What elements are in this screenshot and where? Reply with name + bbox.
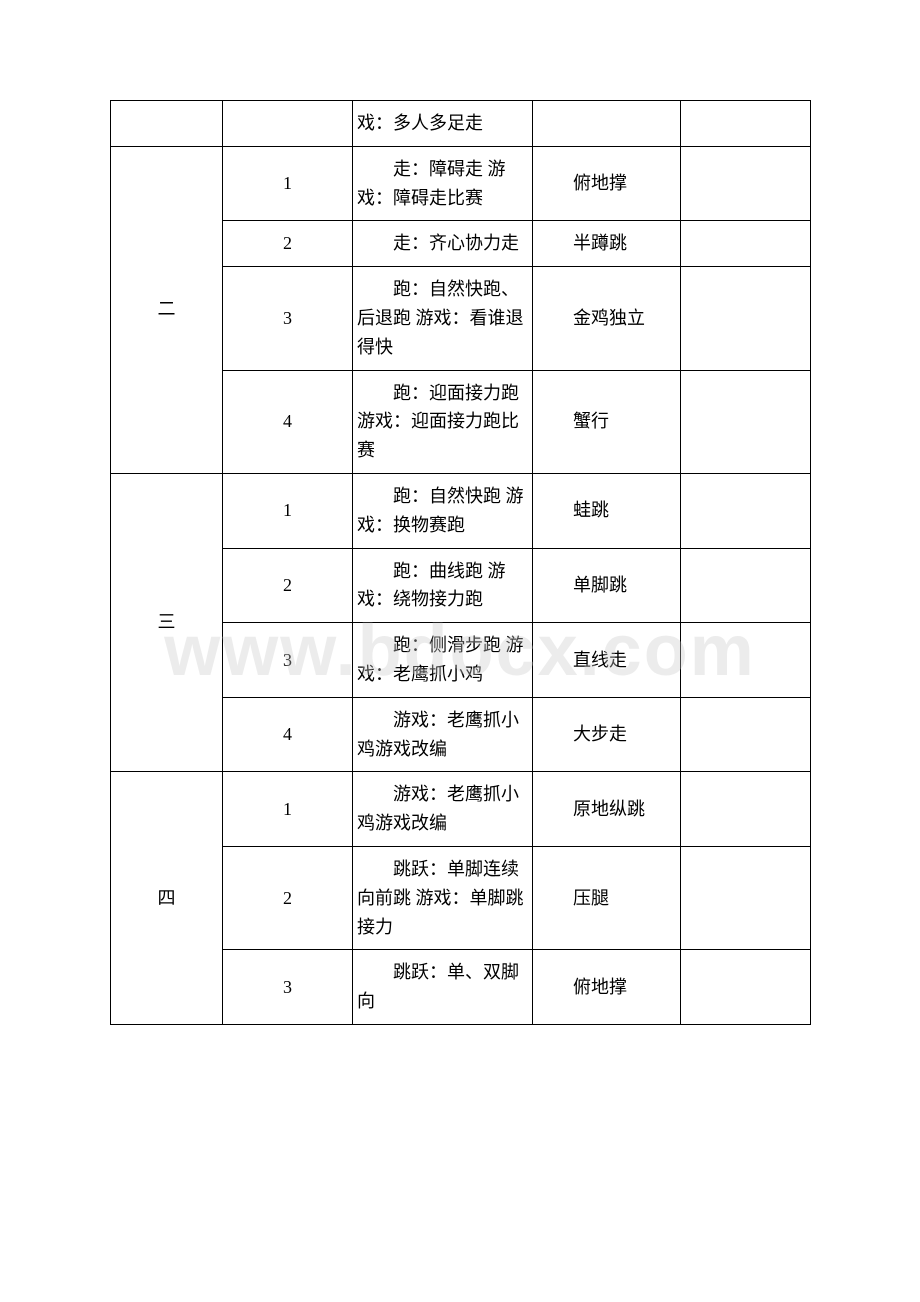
week-cell: 二 [111,146,223,473]
content-cell: 戏：多人多足走 [353,101,533,147]
curriculum-table: 戏：多人多足走 二 1 走：障碍走 游戏：障碍走比赛 俯地撑 2 走：齐心协力走… [110,100,811,1025]
exercise-cell: 蛙跳 [533,473,681,548]
exercise-cell: 金鸡独立 [533,267,681,370]
exercise-cell: 直线走 [533,623,681,698]
content-cell: 跑：迎面接力跑 游戏：迎面接力跑比赛 [353,370,533,473]
content-cell: 跳跃：单脚连续向前跳 游戏：单脚跳接力 [353,846,533,949]
note-cell [681,772,811,847]
lesson-cell: 3 [223,950,353,1025]
lesson-cell: 2 [223,221,353,267]
exercise-cell: 大步走 [533,697,681,772]
note-cell [681,221,811,267]
lesson-cell: 4 [223,697,353,772]
week-cell [111,101,223,147]
note-cell [681,473,811,548]
note-cell [681,846,811,949]
content-cell: 跑：自然快跑 游戏：换物赛跑 [353,473,533,548]
content-cell: 跑：自然快跑、后退跑 游戏：看谁退得快 [353,267,533,370]
note-cell [681,548,811,623]
note-cell [681,697,811,772]
week-cell: 四 [111,772,223,1025]
exercise-cell [533,101,681,147]
content-cell: 跑：曲线跑 游戏：绕物接力跑 [353,548,533,623]
table-row: 四 1 游戏：老鹰抓小鸡游戏改编 原地纵跳 [111,772,811,847]
lesson-cell: 3 [223,267,353,370]
exercise-cell: 俯地撑 [533,950,681,1025]
exercise-cell: 俯地撑 [533,146,681,221]
content-cell: 游戏：老鹰抓小鸡游戏改编 [353,772,533,847]
table-row: 三 1 跑：自然快跑 游戏：换物赛跑 蛙跳 [111,473,811,548]
note-cell [681,370,811,473]
lesson-cell: 1 [223,772,353,847]
table-row: 戏：多人多足走 [111,101,811,147]
exercise-cell: 蟹行 [533,370,681,473]
note-cell [681,267,811,370]
exercise-cell: 半蹲跳 [533,221,681,267]
lesson-cell: 2 [223,846,353,949]
week-cell: 三 [111,473,223,771]
note-cell [681,146,811,221]
content-cell: 走：齐心协力走 [353,221,533,267]
lesson-cell: 4 [223,370,353,473]
exercise-cell: 单脚跳 [533,548,681,623]
exercise-cell: 压腿 [533,846,681,949]
lesson-cell: 3 [223,623,353,698]
content-cell: 跳跃：单、双脚向 [353,950,533,1025]
exercise-cell: 原地纵跳 [533,772,681,847]
lesson-cell: 1 [223,146,353,221]
content-cell: 走：障碍走 游戏：障碍走比赛 [353,146,533,221]
content-cell: 跑：侧滑步跑 游戏：老鹰抓小鸡 [353,623,533,698]
note-cell [681,950,811,1025]
lesson-cell: 2 [223,548,353,623]
content-cell: 游戏：老鹰抓小鸡游戏改编 [353,697,533,772]
lesson-cell: 1 [223,473,353,548]
note-cell [681,101,811,147]
table-row: 二 1 走：障碍走 游戏：障碍走比赛 俯地撑 [111,146,811,221]
note-cell [681,623,811,698]
lesson-cell [223,101,353,147]
